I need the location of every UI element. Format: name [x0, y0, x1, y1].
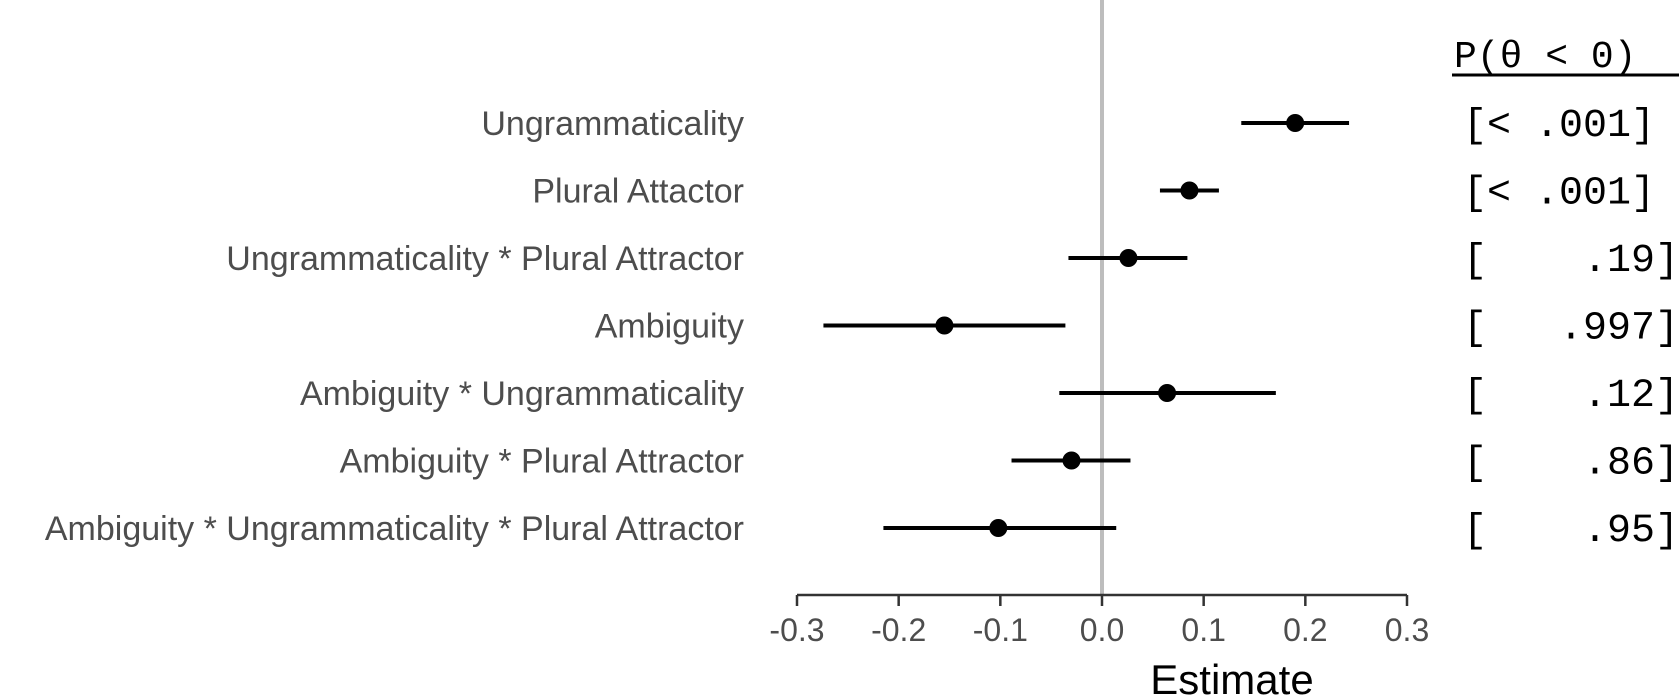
- x-tick-label: -0.1: [973, 612, 1028, 648]
- estimate-point: [989, 519, 1008, 537]
- estimate-row: Ambiguity * Plural Attractor: [340, 443, 1131, 481]
- x-tick-label: -0.3: [769, 612, 824, 648]
- estimate-rows: Ungrammaticality Plural Attactor Ungrammat…: [45, 105, 1350, 548]
- probability-value: [ .95]: [1463, 509, 1679, 554]
- x-tick-label: 0.3: [1385, 612, 1429, 648]
- estimate-row: Ungrammaticality: [481, 105, 1350, 143]
- estimate-row: Ambiguity * Ungrammaticality * Plural At…: [45, 510, 1117, 548]
- estimate-row: Plural Attactor: [532, 173, 1219, 211]
- x-tick-label: 0.2: [1283, 612, 1327, 648]
- probability-value: [ .997]: [1463, 307, 1679, 352]
- estimate-row: Ambiguity: [595, 308, 1066, 346]
- probability-value: [ .19]: [1463, 239, 1679, 284]
- term-label: Ambiguity * Ungrammaticality: [300, 375, 744, 413]
- term-label: Ambiguity * Ungrammaticality * Plural At…: [45, 510, 744, 548]
- term-label: Plural Attactor: [532, 173, 744, 211]
- estimate-row: Ambiguity * Ungrammaticality: [300, 375, 1276, 413]
- estimate-row: Ungrammaticality * Plural Attractor: [226, 240, 1188, 278]
- estimate-point: [1180, 181, 1199, 200]
- x-tick-label: 0.1: [1181, 612, 1225, 648]
- term-label: Ambiguity * Plural Attractor: [340, 443, 744, 481]
- x-axis: -0.3 -0.2 -0.1 0.0 0.1 0.2 0.3: [769, 593, 1429, 648]
- probability-value: [< .001]: [1463, 104, 1655, 149]
- term-label: Ungrammaticality: [481, 105, 744, 143]
- probability-column: P(θ < 0) [< .001] [< .001] [ .19] [ .997] [ .…: [1452, 36, 1679, 554]
- probability-value: [ .12]: [1463, 374, 1679, 419]
- probability-value: [ .86]: [1463, 442, 1679, 487]
- estimate-point: [1119, 249, 1138, 267]
- term-label: Ambiguity: [595, 308, 744, 346]
- x-tick-label: -0.2: [871, 612, 926, 648]
- estimate-point: [1158, 384, 1177, 402]
- estimate-point: [935, 316, 954, 335]
- probability-value: [< .001]: [1463, 172, 1655, 217]
- term-label: Ungrammaticality * Plural Attractor: [226, 240, 744, 278]
- estimate-point: [1062, 451, 1081, 470]
- estimate-point: [1286, 114, 1305, 132]
- probability-header: P(θ < 0): [1454, 36, 1636, 79]
- x-tick-label: 0.0: [1080, 612, 1124, 648]
- x-axis-title: Estimate: [1150, 656, 1313, 696]
